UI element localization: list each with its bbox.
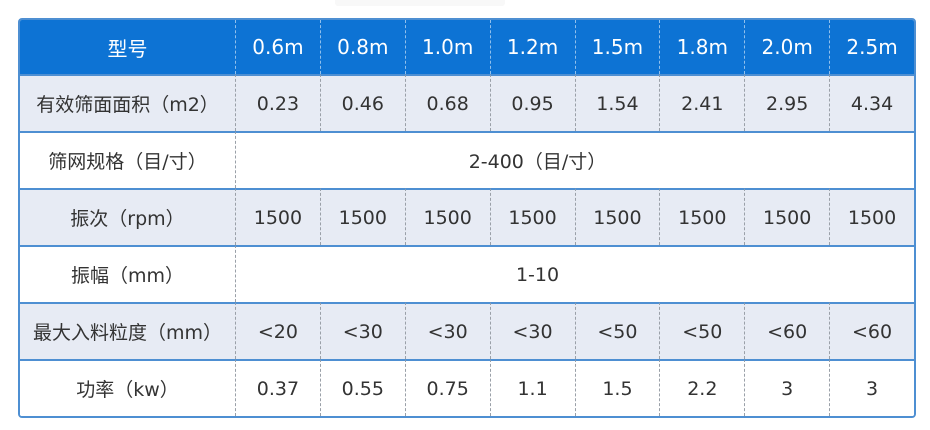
header-cell: 0.6m [235, 20, 320, 74]
value-cell: 0.55 [319, 359, 405, 416]
value-cell: 0.37 [235, 359, 320, 416]
table-row-power: 功率（kw） 0.37 0.55 0.75 1.1 1.5 2.2 3 3 [20, 359, 914, 416]
value-cell: 2.2 [659, 359, 745, 416]
value-cell: <60 [744, 302, 830, 359]
row-label: 振次（rpm） [20, 188, 235, 245]
value-cell: <20 [235, 302, 320, 359]
header-cell: 1.2m [489, 20, 575, 74]
value-cell: 1500 [659, 188, 745, 245]
row-label: 振幅（mm） [20, 245, 235, 302]
table-header-row: 型号 0.6m 0.8m 1.0m 1.2m 1.5m 1.8m 2.0m 2.… [20, 20, 914, 74]
value-cell: 4.34 [829, 74, 914, 131]
row-label: 有效筛面面积（m2） [20, 74, 235, 131]
value-cell: <30 [404, 302, 490, 359]
value-cell: <50 [574, 302, 660, 359]
value-cell: 3 [744, 359, 830, 416]
header-cell: 0.8m [319, 20, 405, 74]
spec-table: 型号 0.6m 0.8m 1.0m 1.2m 1.5m 1.8m 2.0m 2.… [18, 18, 916, 418]
header-cell: 2.0m [744, 20, 830, 74]
value-cell: 1.5 [574, 359, 660, 416]
table-row-max-feed-size: 最大入料粒度（mm） <20 <30 <30 <30 <50 <50 <60 <… [20, 302, 914, 359]
merged-value-cell: 2-400（目/寸） [235, 131, 914, 188]
table-row-screen-area: 有效筛面面积（m2） 0.23 0.46 0.68 0.95 1.54 2.41… [20, 74, 914, 131]
table-row-amplitude: 振幅（mm） 1-10 [20, 245, 914, 302]
value-cell: 0.23 [235, 74, 320, 131]
value-cell: 1500 [574, 188, 660, 245]
value-cell: 1.54 [574, 74, 660, 131]
header-cell: 1.8m [659, 20, 745, 74]
value-cell: <50 [659, 302, 745, 359]
table-row-mesh-spec: 筛网规格（目/寸） 2-400（目/寸） [20, 131, 914, 188]
value-cell: 1500 [829, 188, 914, 245]
header-cell: 1.5m [574, 20, 660, 74]
row-label: 筛网规格（目/寸） [20, 131, 235, 188]
value-cell: 2.95 [744, 74, 830, 131]
value-cell: 1500 [744, 188, 830, 245]
value-cell: <60 [829, 302, 914, 359]
merged-value-cell: 1-10 [235, 245, 914, 302]
value-cell: 1500 [489, 188, 575, 245]
header-cell: 2.5m [829, 20, 914, 74]
value-cell: 0.68 [404, 74, 490, 131]
value-cell: <30 [489, 302, 575, 359]
value-cell: <30 [319, 302, 405, 359]
value-cell: 1.1 [489, 359, 575, 416]
header-cell: 1.0m [404, 20, 490, 74]
value-cell: 1500 [319, 188, 405, 245]
value-cell: 1500 [404, 188, 490, 245]
value-cell: 0.46 [319, 74, 405, 131]
table-row-vibration-frequency: 振次（rpm） 1500 1500 1500 1500 1500 1500 15… [20, 188, 914, 245]
value-cell: 0.95 [489, 74, 575, 131]
value-cell: 0.75 [404, 359, 490, 416]
cropped-element-remnant [335, 0, 505, 6]
row-label: 功率（kw） [20, 359, 235, 416]
value-cell: 1500 [235, 188, 320, 245]
row-label: 最大入料粒度（mm） [20, 302, 235, 359]
value-cell: 2.41 [659, 74, 745, 131]
value-cell: 3 [829, 359, 914, 416]
header-cell-model: 型号 [20, 20, 235, 74]
